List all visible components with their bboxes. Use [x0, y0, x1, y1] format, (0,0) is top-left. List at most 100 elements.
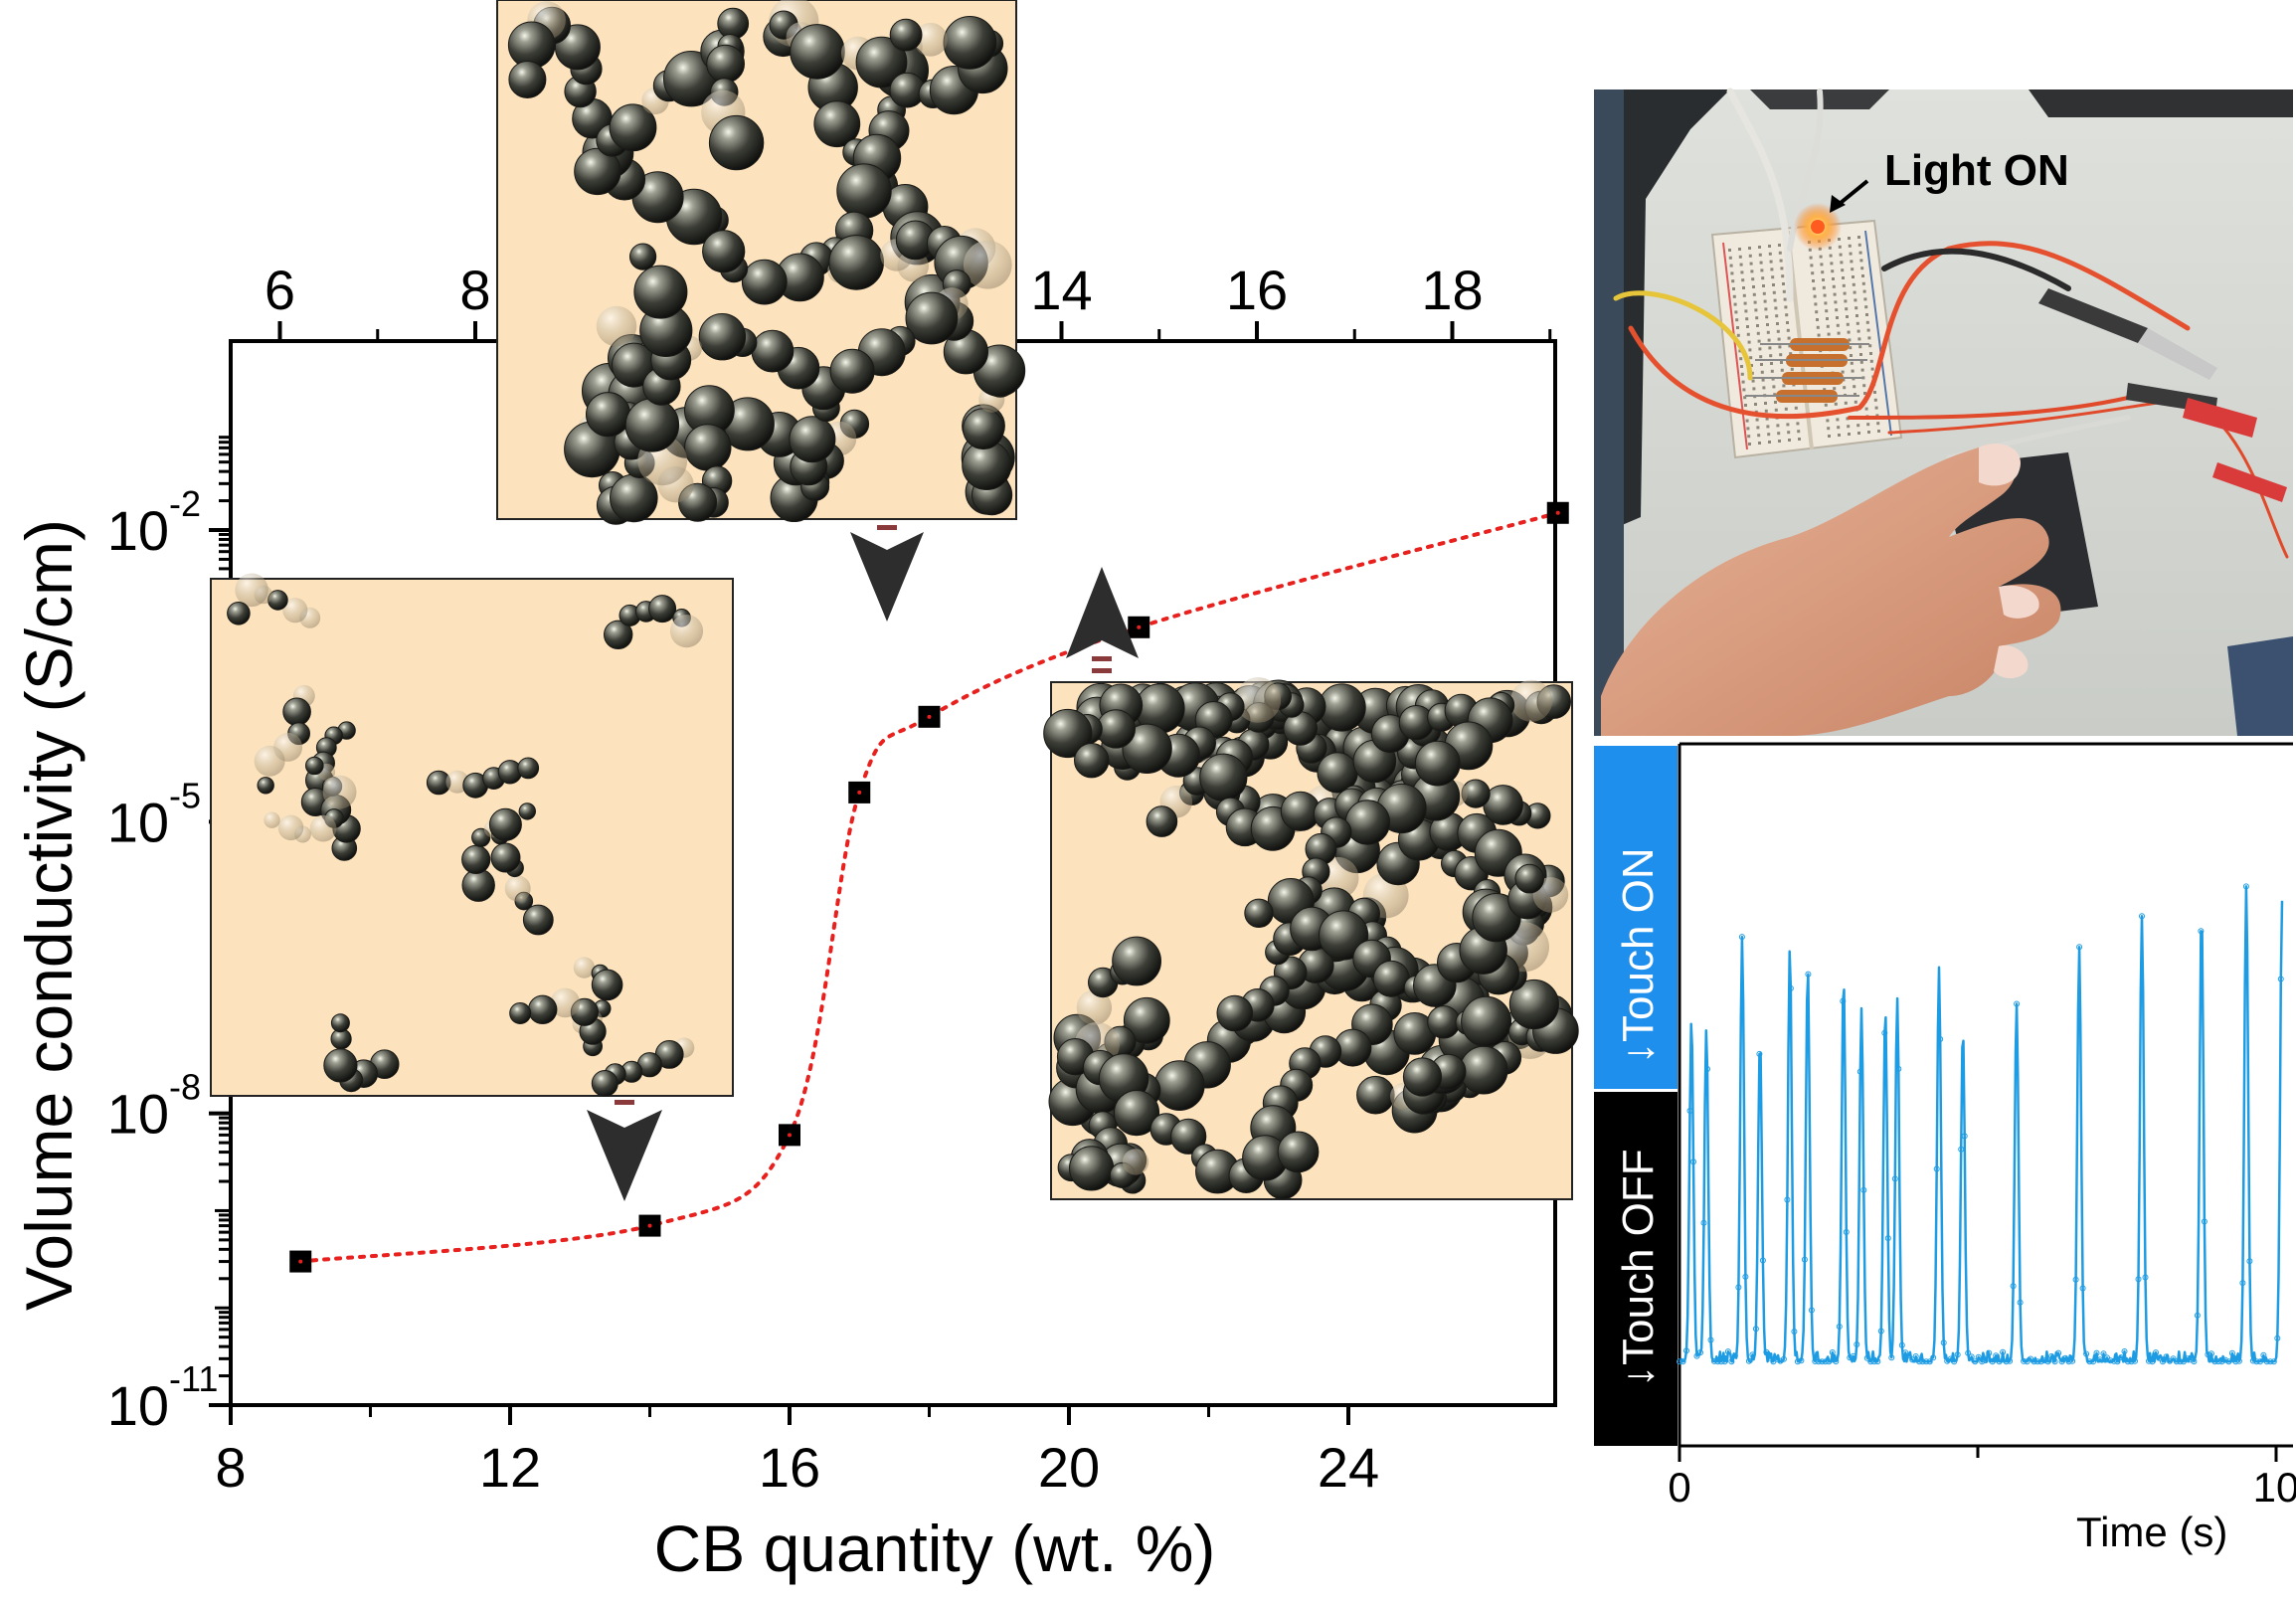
signal-point	[1884, 1235, 1891, 1242]
particle	[1402, 1057, 1443, 1097]
ghost-particle	[669, 615, 704, 648]
signal-point	[1926, 1358, 1933, 1365]
breadboard-hole	[1831, 269, 1835, 273]
particle	[836, 163, 892, 219]
signal-point	[1856, 1068, 1863, 1075]
inset-sparse-dispersion	[210, 573, 734, 1097]
signal-point	[1749, 1351, 1756, 1358]
particle	[790, 24, 845, 80]
signal-point	[1916, 1358, 1923, 1365]
signal-point	[2114, 1358, 2121, 1365]
breadboard-hole	[1776, 424, 1780, 428]
signal-point	[2253, 1358, 2260, 1365]
breadboard-hole	[1786, 423, 1790, 427]
signal-point	[1930, 1354, 1937, 1361]
particle	[1514, 863, 1544, 894]
breadboard-hole	[1851, 267, 1854, 271]
breadboard-hole	[1763, 299, 1767, 303]
breadboard-hole	[1762, 284, 1765, 287]
particle	[943, 16, 997, 70]
signal-trace	[1678, 885, 2284, 1363]
signal-point	[2072, 1276, 2079, 1283]
signal-point	[1766, 1354, 1773, 1361]
breadboard-hole	[1836, 323, 1840, 327]
breadboard-hole	[1828, 246, 1832, 250]
breadboard-hole	[1867, 336, 1871, 340]
breadboard-hole	[1829, 254, 1833, 258]
ghost-particle	[550, 987, 581, 1018]
signal-point	[1843, 1229, 1850, 1235]
breadboard-hole	[1756, 426, 1760, 430]
signal-point	[2246, 1258, 2253, 1265]
particle	[227, 602, 251, 625]
breadboard-hole	[1853, 385, 1856, 389]
breadboard-hole	[1848, 338, 1852, 342]
top-tick-label: 18	[1421, 259, 1483, 321]
breadboard-hole	[1784, 305, 1788, 309]
breadboard-hole	[1827, 332, 1831, 336]
x-axis-ticks: 8 12 16 20 24	[215, 1405, 1379, 1499]
particle	[741, 259, 788, 305]
signal-point	[1728, 1358, 1735, 1365]
particle	[1112, 936, 1161, 986]
breadboard-hole	[1833, 387, 1837, 391]
particle	[751, 329, 795, 373]
signal-point	[1860, 1186, 1867, 1193]
breadboard-hole	[1863, 392, 1866, 395]
breadboard-hole	[1787, 336, 1791, 340]
breadboard-hole	[1736, 326, 1739, 329]
response-x-tick-label: 10	[2253, 1464, 2296, 1511]
circuit-photo: Light ON	[1594, 88, 2293, 736]
breadboard-hole	[1846, 322, 1850, 326]
signal-point	[1895, 1065, 1902, 1072]
signal-point	[1693, 1352, 1700, 1359]
breadboard-hole	[1744, 404, 1747, 407]
breadboard-hole	[1854, 298, 1857, 302]
breadboard-hole	[1778, 345, 1782, 349]
signal-point	[2055, 1349, 2062, 1356]
y-tick-base: 10	[107, 791, 169, 853]
signal-point	[2225, 1358, 2232, 1365]
breadboard-hole	[1777, 432, 1781, 436]
signal-point	[2277, 976, 2284, 982]
particle	[1372, 960, 1410, 997]
breadboard-hole	[1828, 435, 1831, 438]
data-point-center	[1555, 510, 1560, 515]
signal-point	[1989, 1358, 1996, 1365]
signal-point	[1822, 1358, 1829, 1365]
particle	[789, 416, 836, 463]
breadboard-hole	[1742, 293, 1746, 297]
alligator-clips	[2038, 288, 2287, 502]
ghost-particle	[596, 305, 637, 347]
breadboard-hole	[1767, 338, 1771, 342]
response-x-axis-title: Time (s)	[2076, 1509, 2227, 1555]
signal-point	[1972, 1358, 1979, 1365]
signal-point	[2146, 1357, 2152, 1364]
particle	[702, 230, 746, 273]
particle	[330, 1013, 350, 1033]
breadboard-hole	[1734, 310, 1738, 314]
signal-point	[2003, 1358, 2010, 1365]
signal-point	[2118, 1354, 2124, 1361]
signal-point	[2044, 1358, 2051, 1365]
particle	[1277, 1131, 1320, 1173]
breadboard-hole	[1797, 430, 1801, 434]
breadboard-hole	[1780, 368, 1784, 372]
particle	[257, 777, 274, 795]
signal-point	[2184, 1355, 2191, 1362]
signal-point	[1721, 1358, 1728, 1365]
top-tick-label: 16	[1226, 259, 1288, 321]
breadboard-hole	[1824, 301, 1828, 305]
data-point-center	[647, 1223, 652, 1228]
breadboard-hole	[1757, 339, 1761, 343]
touch-off-label: ↓Touch OFF	[1614, 1149, 1663, 1387]
ghost-particle	[282, 598, 308, 624]
breadboard-hole	[1728, 249, 1731, 252]
signal-point	[1697, 1349, 1703, 1356]
breadboard-hole	[1832, 284, 1836, 288]
breadboard-hole	[1772, 283, 1775, 286]
signal-point	[2149, 1358, 2156, 1365]
particle	[1043, 708, 1093, 759]
signal-point	[1780, 1355, 1787, 1362]
signal-point	[2062, 1354, 2069, 1361]
